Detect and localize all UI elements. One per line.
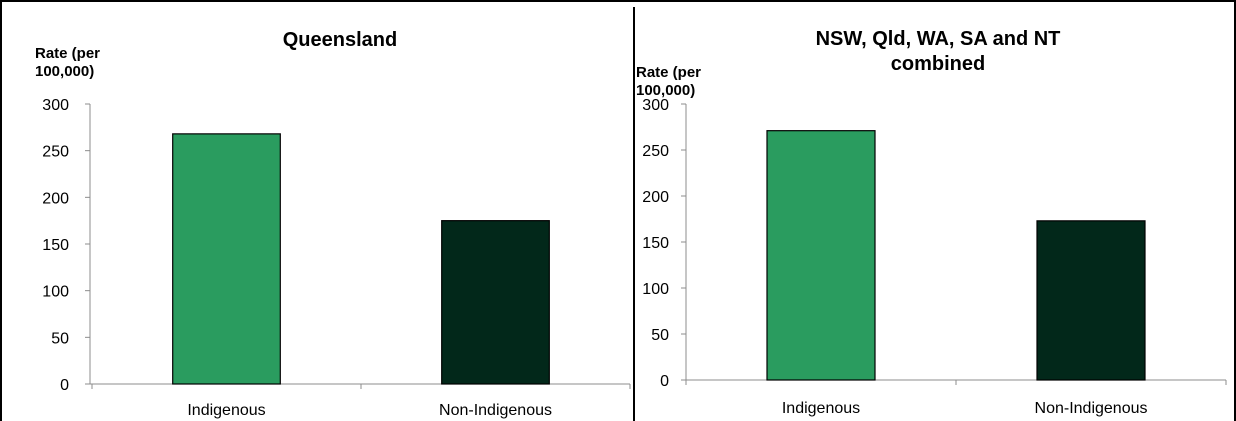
chart-queensland: Queensland Rate (per 100,000) 0 50 100 150 200 2…	[35, 29, 631, 419]
y-tick-label: 200	[642, 189, 669, 206]
y-tick-label: 100	[42, 284, 69, 301]
y-tick-label: 250	[42, 144, 69, 161]
y-axis-label-line: Rate (per	[636, 64, 701, 81]
y-tick-label: 0	[660, 373, 669, 390]
y-axis-label-line: Rate (per	[35, 45, 100, 62]
y-axis-label: Rate (per 100,000)	[636, 64, 701, 99]
category-label: Non-Indigenous	[439, 402, 552, 419]
y-tick-label: 150	[42, 237, 69, 254]
chart-title-line: Queensland	[283, 29, 397, 51]
y-tick-label: 150	[642, 235, 669, 252]
chart-title-line: NSW, Qld, WA, SA and NT	[816, 28, 1061, 50]
y-tick-label: 200	[42, 190, 69, 207]
category-label: Indigenous	[187, 402, 265, 419]
bar-non-indigenous	[1036, 220, 1146, 381]
y-axis-label-line: 100,000)	[35, 63, 94, 80]
y-tick-label: 50	[51, 330, 69, 347]
chart-title: NSW, Qld, WA, SA and NT combined	[816, 28, 1061, 75]
y-tick-label: 250	[642, 143, 669, 160]
category-label: Non-Indigenous	[1035, 400, 1148, 417]
bar-indigenous	[766, 130, 876, 381]
chart-combined-states: NSW, Qld, WA, SA and NT combined Rate (per…	[636, 28, 1227, 417]
y-tick-label: 300	[642, 97, 669, 114]
y-tick-label: 50	[651, 327, 669, 344]
y-tick-label: 300	[42, 97, 69, 114]
y-axis-label: Rate (per 100,000)	[35, 45, 100, 80]
chart-title-line: combined	[891, 53, 985, 75]
bar-indigenous	[172, 133, 281, 385]
y-tick-label: 0	[60, 377, 69, 394]
y-tick-label: 100	[642, 281, 669, 298]
chart-title: Queensland	[283, 29, 397, 51]
bar-non-indigenous	[441, 220, 550, 385]
category-label: Indigenous	[782, 400, 860, 417]
y-axis-label-line: 100,000)	[636, 82, 695, 99]
